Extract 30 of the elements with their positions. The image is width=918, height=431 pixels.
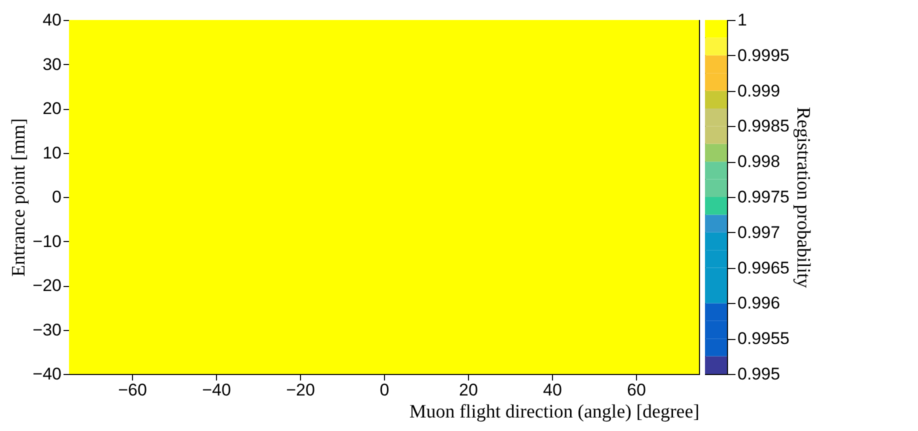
- color-bar-label: 0.9995: [738, 46, 790, 65]
- y-tick-label: 20: [42, 99, 62, 118]
- color-bar-label: 0.9985: [738, 116, 790, 136]
- y-tick-label: −30: [32, 320, 62, 340]
- x-axis-title: Muon flight direction (angle) [degree]: [409, 402, 700, 422]
- color-bar-label: 0.998: [738, 152, 780, 172]
- y-axis-title: Entrance point [mm]: [8, 118, 30, 277]
- x-tick-label: −40: [202, 380, 231, 400]
- y-tick-label: 30: [42, 54, 62, 74]
- y-tick-label: 10: [42, 143, 62, 162]
- color-bar-label: 0.9975: [738, 188, 790, 206]
- y-tick-label: −20: [32, 276, 62, 295]
- y-tick-label: −40: [32, 364, 62, 384]
- color-bar-label: 0.997: [738, 222, 780, 242]
- color-bar-label: 0.996: [738, 294, 780, 313]
- x-tick-label: 20: [459, 380, 478, 400]
- y-tick-label: 0: [52, 188, 62, 206]
- x-tick-label: −20: [286, 380, 315, 400]
- color-bar-label: 0.995: [738, 364, 780, 384]
- x-tick-label: 60: [627, 380, 646, 400]
- color-bar-label: 0.999: [738, 81, 780, 100]
- color-bar-label: 0.9965: [738, 258, 790, 278]
- x-tick-label: −60: [118, 380, 147, 400]
- y-tick-label: 40: [42, 10, 62, 30]
- color-bar-label: 1: [738, 10, 747, 30]
- color-bar-title: Registration probability: [792, 106, 814, 288]
- color-bar-label: 0.9955: [738, 329, 790, 348]
- x-tick-label: 0: [380, 380, 390, 400]
- y-tick-label: −10: [32, 232, 62, 251]
- x-tick-label: 40: [543, 380, 562, 400]
